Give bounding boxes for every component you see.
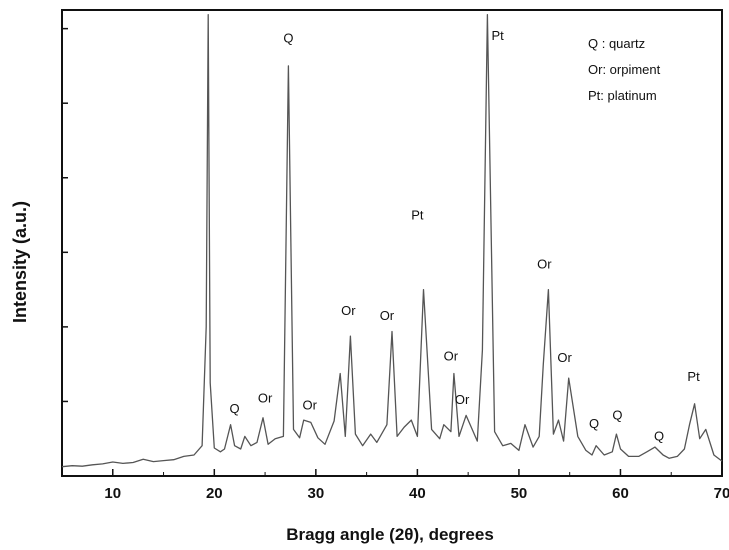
y-axis-ticks <box>62 27 68 477</box>
legend: Q : quartz Or: orpiment Pt: platinum <box>588 36 661 103</box>
legend-entry-quartz: Q : quartz <box>588 36 645 51</box>
x-tick-label: 50 <box>511 485 528 502</box>
peak-label: Or <box>444 348 459 363</box>
peak-label: Pt <box>411 208 424 223</box>
legend-entry-orpiment: Or: orpiment <box>588 62 661 77</box>
x-tick-label: 40 <box>409 485 426 502</box>
peak-label: Or <box>258 390 273 405</box>
peak-label: Or <box>557 350 572 365</box>
plot-border <box>61 9 723 477</box>
x-tick-label: 60 <box>612 485 629 502</box>
peak-label: Q <box>612 408 622 423</box>
diffraction-pattern-line <box>61 14 723 468</box>
x-tick-label: 10 <box>104 485 121 502</box>
x-tick-label: 20 <box>206 485 223 502</box>
peak-label: Or <box>537 257 552 272</box>
peak-label: Or <box>341 303 356 318</box>
x-tick-label: 70 <box>714 485 729 502</box>
x-axis-title: Bragg angle (2θ), degrees <box>286 525 494 544</box>
y-axis-title: Intensity (a.u.) <box>10 201 30 323</box>
peak-label: Or <box>303 397 318 412</box>
peak-label: Pt <box>491 28 504 43</box>
plot-frame <box>61 9 723 477</box>
peak-label: Pt <box>687 369 700 384</box>
peak-label: Q <box>230 401 240 416</box>
x-tick-label: 30 <box>308 485 325 502</box>
peak-label: Or <box>380 308 395 323</box>
legend-entry-platinum: Pt: platinum <box>588 88 657 103</box>
peak-label: Q <box>654 429 664 444</box>
x-axis-tick-labels: 10 20 30 40 50 60 70 <box>104 485 729 502</box>
peak-label: Or <box>455 392 470 407</box>
peak-label: Q <box>283 31 293 46</box>
x-axis-ticks <box>61 469 723 476</box>
peak-label: Q <box>589 416 599 431</box>
